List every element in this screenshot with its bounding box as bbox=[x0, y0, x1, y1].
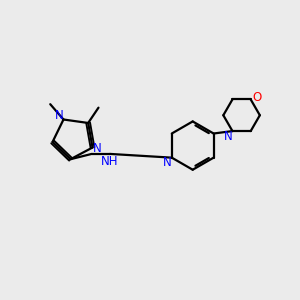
Text: O: O bbox=[252, 91, 261, 103]
Text: N: N bbox=[93, 142, 102, 155]
Text: N: N bbox=[163, 156, 171, 169]
Text: NH: NH bbox=[101, 155, 119, 168]
Text: N: N bbox=[224, 130, 233, 143]
Text: N: N bbox=[55, 109, 64, 122]
